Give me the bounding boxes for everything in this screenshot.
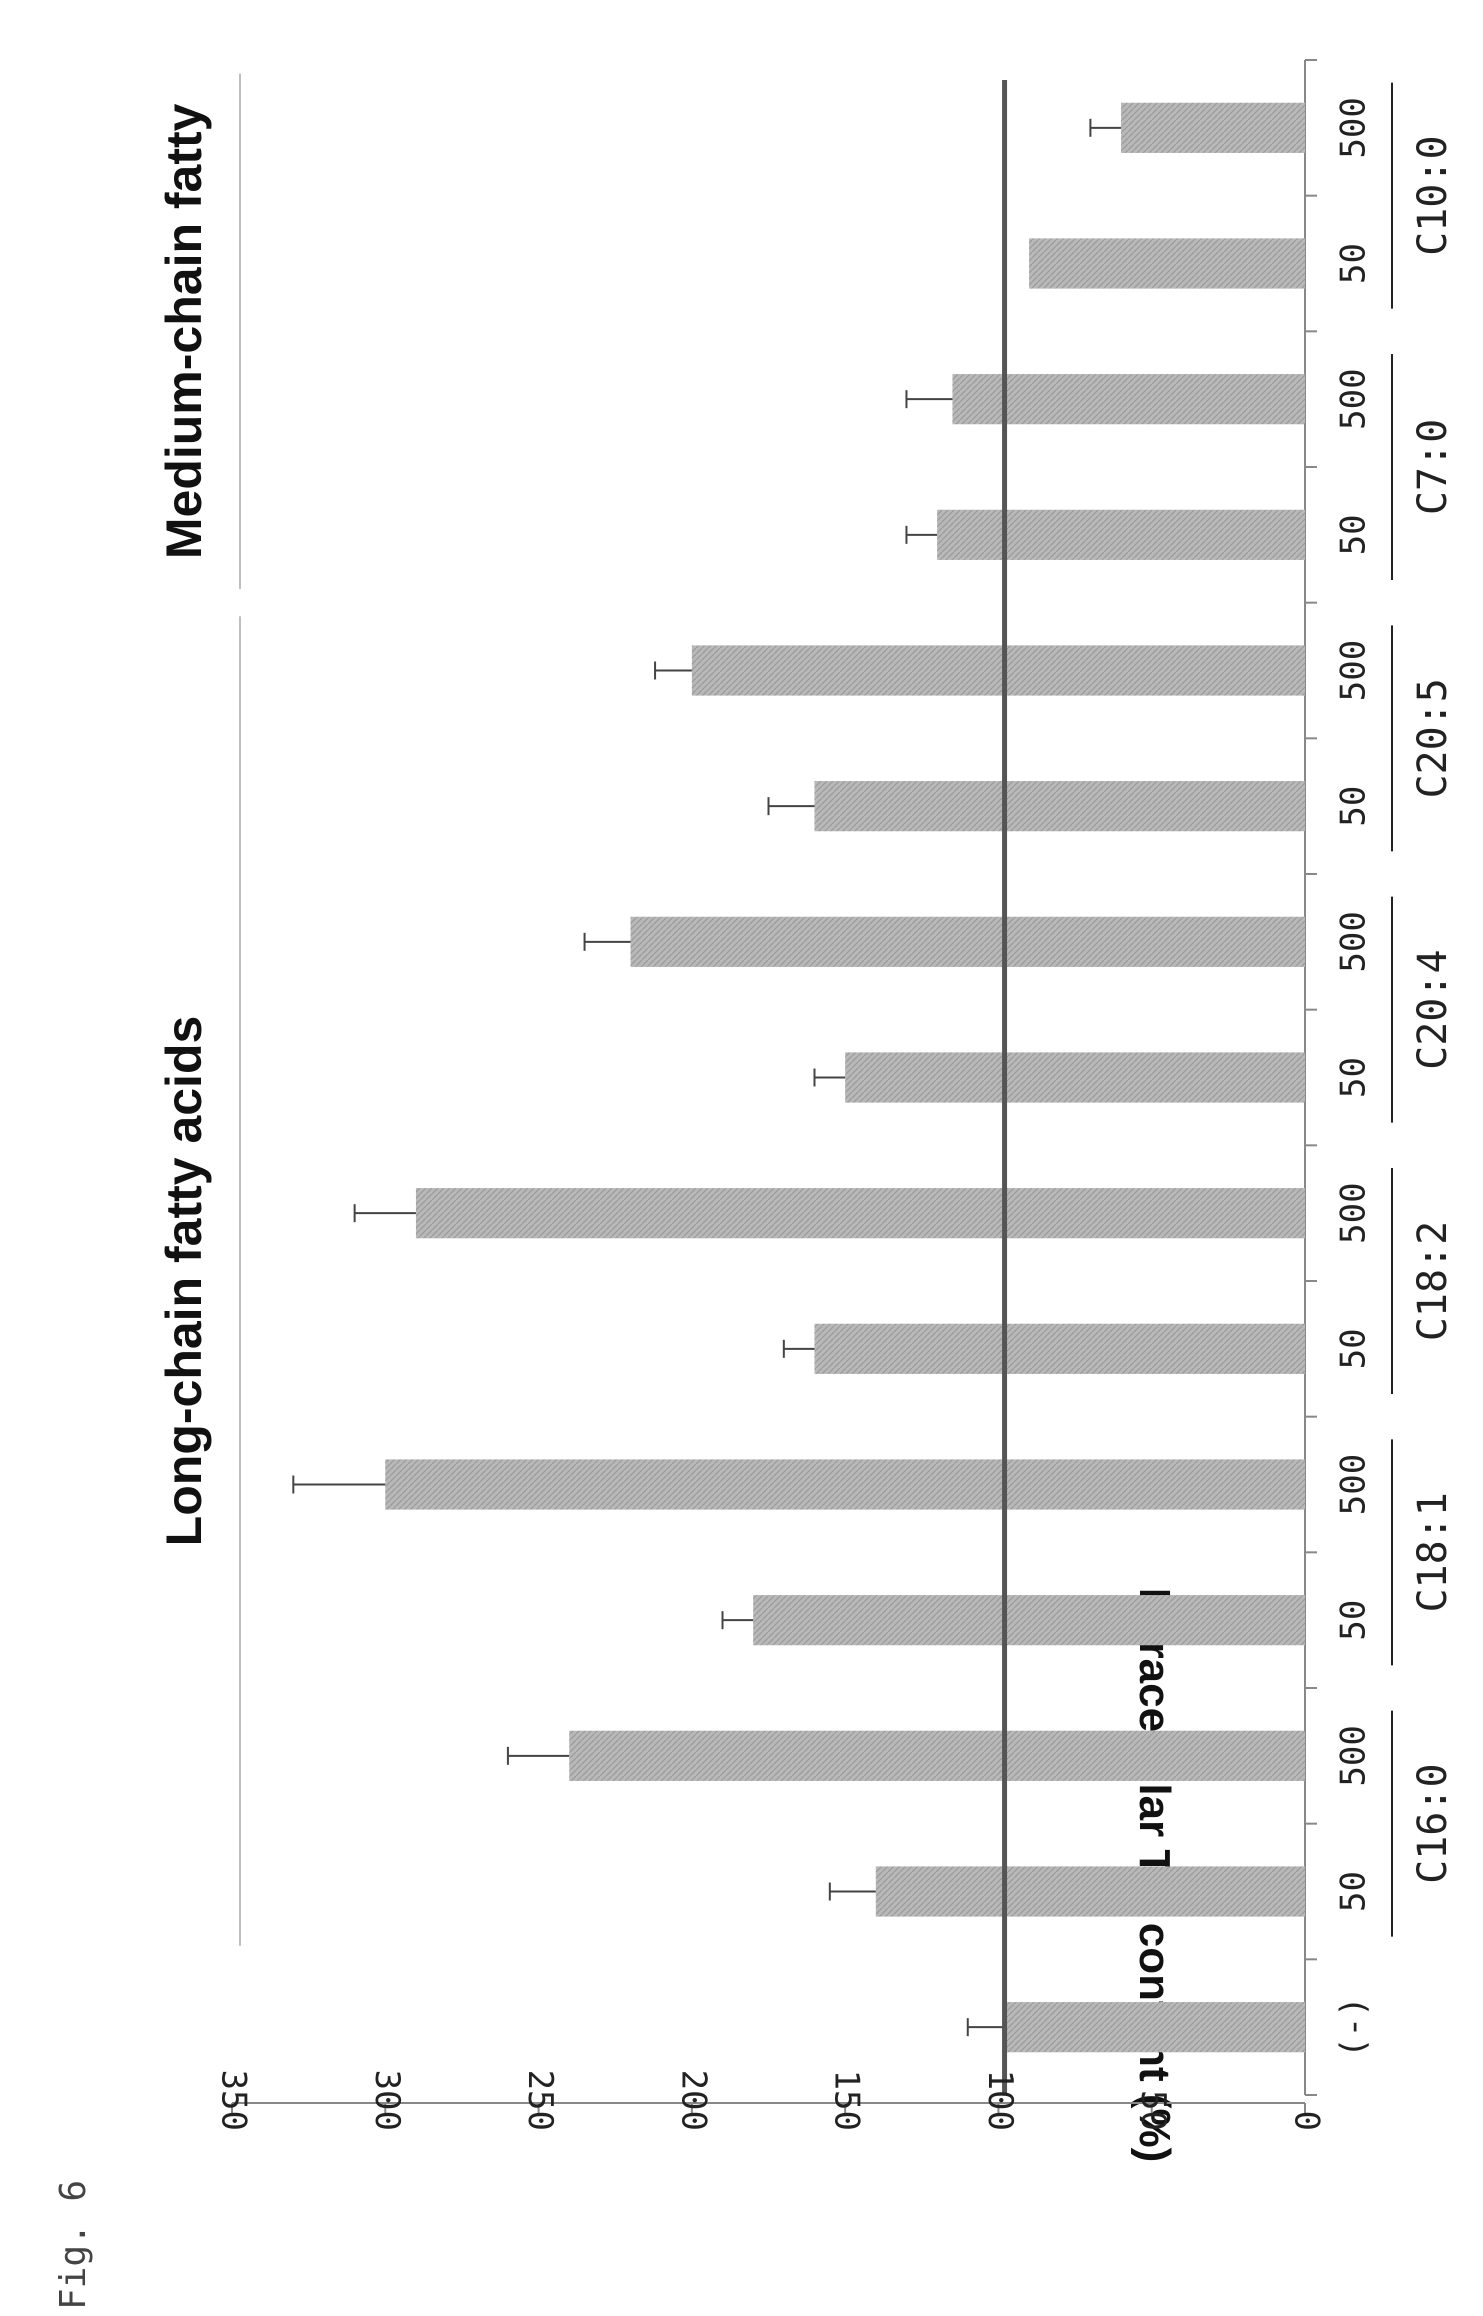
category-label: 50	[1334, 1328, 1374, 1369]
group-label: C20:4	[1410, 949, 1456, 1069]
bar	[937, 509, 1305, 560]
category-label: 500	[1334, 911, 1374, 972]
group-label: C7:0	[1410, 419, 1456, 515]
value-tick-label: 250	[520, 2070, 560, 2131]
bar	[691, 645, 1305, 696]
bar	[875, 1866, 1305, 1917]
group-label: C10:0	[1410, 135, 1456, 255]
value-tick-label: 50	[1133, 2090, 1173, 2131]
bar	[415, 1188, 1305, 1239]
bracket-layer: Long-chain fatty acids Medium-chain fatty	[156, 73, 241, 1946]
bracket-label: Medium-chain fatty	[156, 103, 212, 559]
bar	[845, 1052, 1305, 1103]
category-label: 500	[1334, 97, 1374, 158]
value-tick-label: 0	[1287, 2111, 1327, 2131]
bar	[814, 1323, 1305, 1374]
value-tick-label: 100	[980, 2070, 1020, 2131]
bar	[1004, 2002, 1305, 2053]
figure-label: Fig. 6	[53, 2180, 94, 2310]
group-label: C18:2	[1410, 1221, 1456, 1341]
category-label: 50	[1334, 514, 1374, 555]
bar	[753, 1595, 1305, 1646]
group-label: C18:1	[1410, 1492, 1456, 1612]
category-label: (-)	[1334, 1996, 1374, 2057]
bar	[569, 1730, 1305, 1781]
category-label: 500	[1334, 640, 1374, 701]
value-tick-label: 350	[214, 2070, 254, 2131]
group-label: C20:5	[1410, 678, 1456, 798]
value-tick-label: 300	[367, 2070, 407, 2131]
category-label: 500	[1334, 1725, 1374, 1786]
category-label: 50	[1334, 1600, 1374, 1641]
category-label: 50	[1334, 1871, 1374, 1912]
bar	[1121, 102, 1305, 153]
bracket-label: Long-chain fatty acids	[156, 1016, 212, 1547]
group-label: C16:0	[1410, 1763, 1456, 1883]
bar	[952, 374, 1305, 425]
value-tick-label: 200	[673, 2070, 713, 2131]
value-tick-label: 150	[827, 2070, 867, 2131]
category-label: 50	[1334, 1057, 1374, 1098]
bar	[1029, 238, 1305, 289]
bar	[385, 1459, 1305, 1510]
category-label: 500	[1334, 368, 1374, 429]
category-label: 50	[1334, 786, 1374, 827]
category-label: 500	[1334, 1454, 1374, 1515]
category-label: 50	[1334, 243, 1374, 284]
category-label: 500	[1334, 1182, 1374, 1243]
bars-layer	[292, 80, 1305, 2095]
bar	[630, 916, 1305, 967]
bar	[814, 781, 1305, 832]
labels-layer: 0 50 100 150 200 250 300 350 (-) 50 500 50 500 50 500 5…	[214, 82, 1456, 2131]
